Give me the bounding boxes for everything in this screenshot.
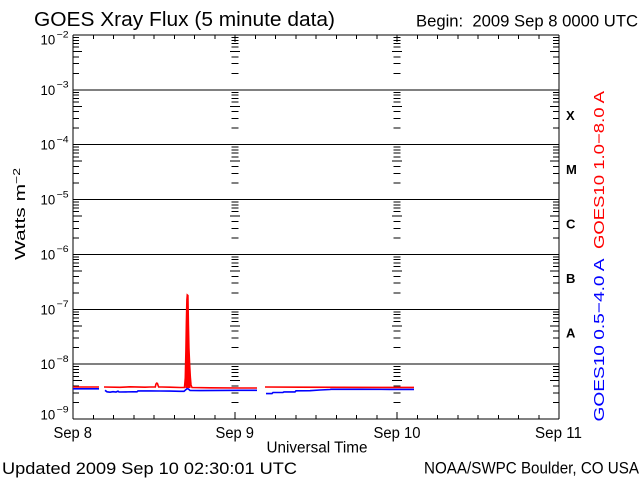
svg-text:Sep 9: Sep 9 [216, 425, 255, 442]
svg-text:A: A [566, 326, 576, 341]
svg-text:−8: −8 [57, 354, 69, 365]
svg-text:10: 10 [41, 193, 56, 208]
svg-text:Watts m−2: Watts m−2 [12, 167, 29, 260]
svg-text:−3: −3 [57, 80, 69, 91]
svg-text:B: B [566, 271, 575, 286]
svg-text:10: 10 [41, 357, 56, 372]
svg-text:10: 10 [41, 302, 56, 317]
svg-text:10: 10 [41, 247, 56, 262]
svg-text:−7: −7 [57, 299, 69, 310]
svg-text:Begin: 2009 Sep 8 0000 UTC: Begin: 2009 Sep 8 0000 UTC [416, 13, 638, 31]
svg-text:−4: −4 [57, 135, 69, 146]
svg-text:Sep 11: Sep 11 [535, 425, 582, 442]
svg-text:−2: −2 [57, 29, 69, 40]
svg-text:10: 10 [41, 408, 56, 423]
svg-text:GOES10 0.5−4.0 A: GOES10 0.5−4.0 A [591, 259, 608, 422]
svg-text:−9: −9 [57, 404, 69, 415]
svg-text:Sep 8: Sep 8 [54, 425, 93, 442]
svg-text:Universal Time: Universal Time [267, 440, 368, 457]
svg-text:10: 10 [41, 33, 56, 48]
svg-text:10: 10 [41, 83, 56, 98]
svg-text:Sep 10: Sep 10 [374, 425, 421, 442]
svg-text:M: M [566, 162, 577, 177]
svg-text:−6: −6 [57, 244, 69, 255]
svg-text:GOES Xray Flux (5 minute data): GOES Xray Flux (5 minute data) [34, 9, 335, 31]
svg-text:10: 10 [41, 138, 56, 153]
svg-text:C: C [566, 217, 576, 232]
svg-text:Updated 2009 Sep 10 02:30:01 U: Updated 2009 Sep 10 02:30:01 UTC [2, 459, 297, 478]
svg-text:−5: −5 [57, 189, 69, 200]
svg-text:NOAA/SWPC Boulder, CO USA: NOAA/SWPC Boulder, CO USA [424, 460, 639, 478]
svg-text:GOES10 1.0−8.0 A: GOES10 1.0−8.0 A [591, 91, 608, 249]
svg-text:X: X [566, 108, 575, 123]
